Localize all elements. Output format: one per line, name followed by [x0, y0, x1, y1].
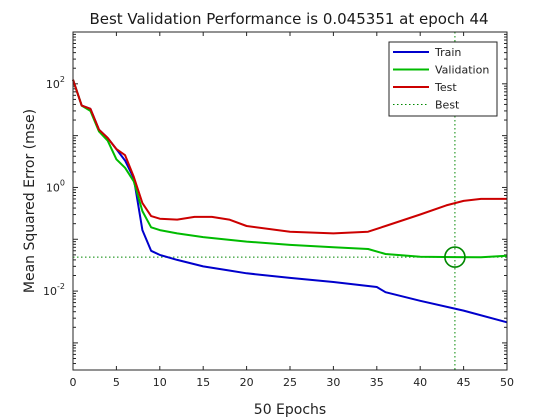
x-tick-label: 50	[500, 376, 514, 389]
x-tick-label: 45	[457, 376, 471, 389]
best-marker	[444, 246, 466, 268]
y-tick-label: 102	[46, 75, 65, 91]
y-tick-label: 100	[46, 178, 65, 194]
x-tick-label: 0	[70, 376, 77, 389]
x-axis-label: 50 Epochs	[254, 402, 326, 418]
legend-label-train: Train	[434, 46, 461, 59]
y-axis-label: Mean Squared Error (mse)	[22, 109, 38, 293]
axes-box	[72, 31, 508, 371]
chart-title: Best Validation Performance is 0.045351 …	[89, 10, 488, 28]
legend: Train Validation Test Best	[388, 41, 498, 117]
legend-box	[388, 41, 498, 117]
legend-label-validation: Validation	[435, 64, 489, 77]
x-tick-label: 35	[370, 376, 384, 389]
y-tick-label: 10-2	[43, 282, 65, 298]
x-tick-label: 10	[153, 376, 167, 389]
series-line-validation	[72, 79, 508, 259]
series-line-test	[72, 79, 507, 235]
x-tick-label: 25	[283, 376, 297, 389]
x-tick-label: 40	[413, 376, 427, 389]
x-tick-label: 5	[113, 376, 120, 389]
legend-label-best: Best	[435, 99, 460, 112]
x-tick-label: 30	[326, 376, 340, 389]
x-tick-label: 15	[196, 376, 210, 389]
x-tick-label: 20	[240, 376, 254, 389]
legend-label-test: Test	[434, 81, 457, 94]
